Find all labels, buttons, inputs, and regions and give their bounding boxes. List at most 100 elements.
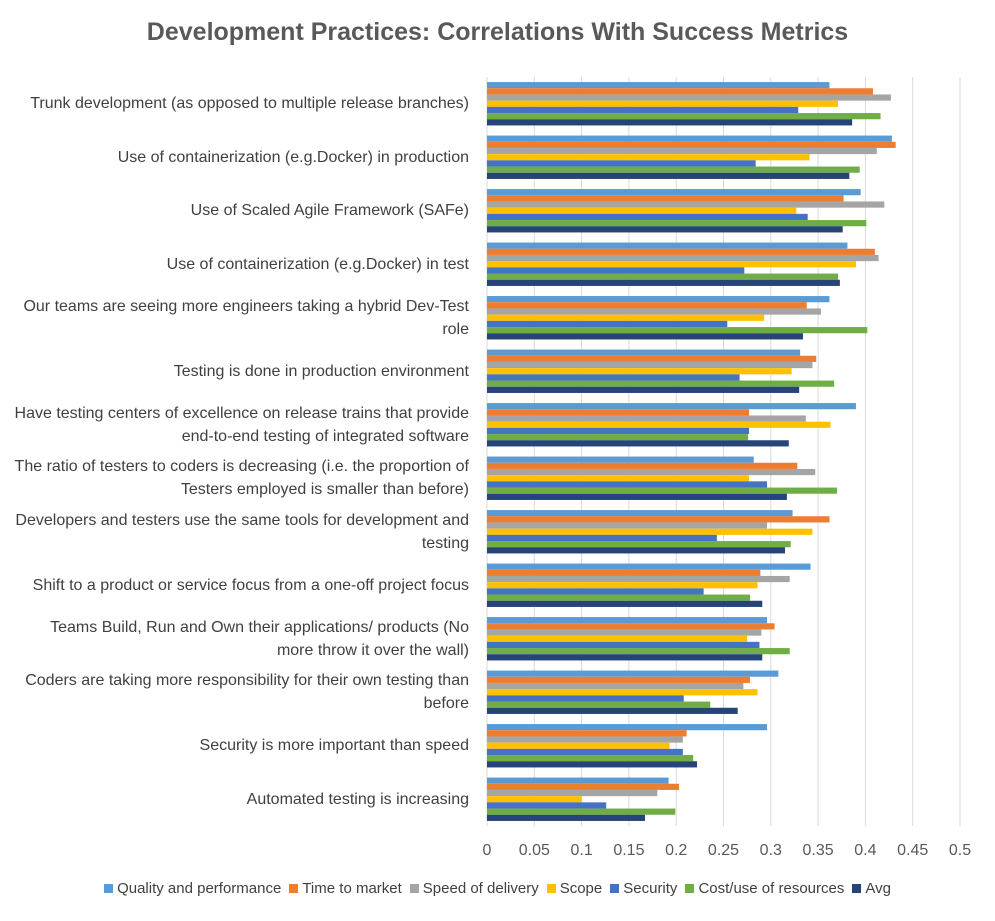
bar: [487, 147, 877, 155]
legend-label: Avg: [865, 880, 891, 897]
bar: [487, 462, 798, 469]
bar: [487, 248, 875, 255]
bar: [487, 736, 683, 743]
chart-title: Development Practices: Correlations With…: [146, 18, 849, 46]
bar: [487, 135, 892, 142]
bar: [487, 522, 768, 529]
bar: [487, 195, 844, 202]
bar: [487, 261, 856, 268]
bar: [487, 796, 582, 803]
bar: [487, 207, 797, 214]
bar: [487, 141, 896, 148]
x-tick-label: 0.4: [854, 842, 876, 859]
category-label: Use of containerization (e.g.Docker) in …: [117, 148, 469, 166]
bar: [487, 100, 838, 107]
legend-swatch: [289, 884, 299, 893]
bar: [487, 267, 745, 274]
bar: [487, 273, 838, 280]
category-label: Use of Scaled Agile Framework (SAFe): [190, 202, 469, 220]
legend-item: Security: [610, 880, 677, 897]
bar: [487, 456, 754, 463]
bar: [487, 314, 765, 321]
bar: [487, 541, 791, 548]
bar: [487, 689, 758, 696]
bar: [487, 189, 861, 196]
bar: [487, 374, 740, 381]
bar: [487, 320, 728, 328]
bar: [487, 670, 779, 677]
bar: [487, 510, 793, 517]
x-tick-label: 0.3: [760, 842, 782, 859]
x-tick-label: 0: [483, 842, 492, 859]
bar: [487, 635, 748, 642]
bar: [487, 600, 763, 607]
bar: [487, 361, 813, 369]
legend-swatch: [409, 884, 419, 893]
legend-label: Quality and performance: [117, 880, 282, 897]
bar: [487, 641, 760, 649]
bar: [487, 119, 853, 126]
bar: [487, 742, 670, 749]
bar: [487, 327, 868, 334]
bar: [487, 434, 749, 441]
category-label: Shift to a product or service focus from…: [32, 576, 469, 594]
legend-swatch: [546, 884, 556, 893]
category-label: Use of containerization (e.g.Docker) in …: [166, 255, 469, 273]
bar: [487, 113, 881, 120]
x-tick-label: 0.25: [708, 842, 739, 859]
bar: [487, 172, 850, 179]
category-label: The ratio of testers to coders is decrea…: [14, 458, 469, 499]
x-tick-label: 0.1: [570, 842, 592, 859]
bar: [487, 701, 711, 708]
bar: [487, 481, 768, 488]
category-label: Teams Build, Run and Own their applicati…: [50, 618, 469, 659]
bar: [487, 154, 810, 161]
x-tick-label: 0.2: [665, 842, 687, 859]
category-label: Trunk development (as opposed to multipl…: [30, 95, 469, 113]
bar: [487, 802, 607, 809]
bar: [487, 563, 811, 570]
bar: [487, 333, 803, 340]
bar: [487, 808, 676, 815]
bar: [487, 588, 704, 595]
bar: [487, 682, 744, 690]
bar: [487, 254, 879, 262]
bar: [487, 106, 799, 114]
bar: [487, 415, 806, 422]
bar: [487, 409, 750, 416]
bar: [487, 213, 808, 221]
legend-label: Speed of delivery: [422, 880, 539, 897]
category-label: Have testing centers of excellence on re…: [14, 404, 469, 445]
bar: [487, 302, 807, 309]
bar: [487, 493, 787, 500]
bar: [487, 355, 817, 362]
bar: [487, 547, 785, 554]
bar: [487, 648, 790, 655]
bar: [487, 94, 891, 101]
legend-item: Avg: [852, 880, 891, 897]
bar: [487, 166, 860, 173]
bar: [487, 242, 848, 249]
bar: [487, 724, 768, 731]
bar: [487, 427, 750, 435]
legend-label: Scope: [559, 880, 603, 897]
bar: [487, 296, 830, 303]
bar: [487, 761, 698, 768]
legend-swatch: [104, 884, 114, 893]
category-label: Automated testing is increasing: [246, 790, 469, 808]
bar: [487, 629, 762, 636]
legend-item: Quality and performance: [104, 880, 281, 897]
bar: [487, 783, 680, 790]
bar: [487, 475, 750, 482]
bar: [487, 226, 843, 233]
category-label: Our teams are seeing more engineers taki…: [23, 297, 469, 338]
bar: [487, 730, 687, 737]
legend-label: Time to market: [302, 880, 402, 897]
bar: [487, 755, 694, 762]
category-label: Coders are taking more responsibility fo…: [25, 672, 469, 713]
bar: [487, 516, 830, 523]
bar: [487, 487, 838, 494]
bar: [487, 349, 801, 356]
bar: [487, 380, 835, 387]
bar: [487, 368, 792, 375]
